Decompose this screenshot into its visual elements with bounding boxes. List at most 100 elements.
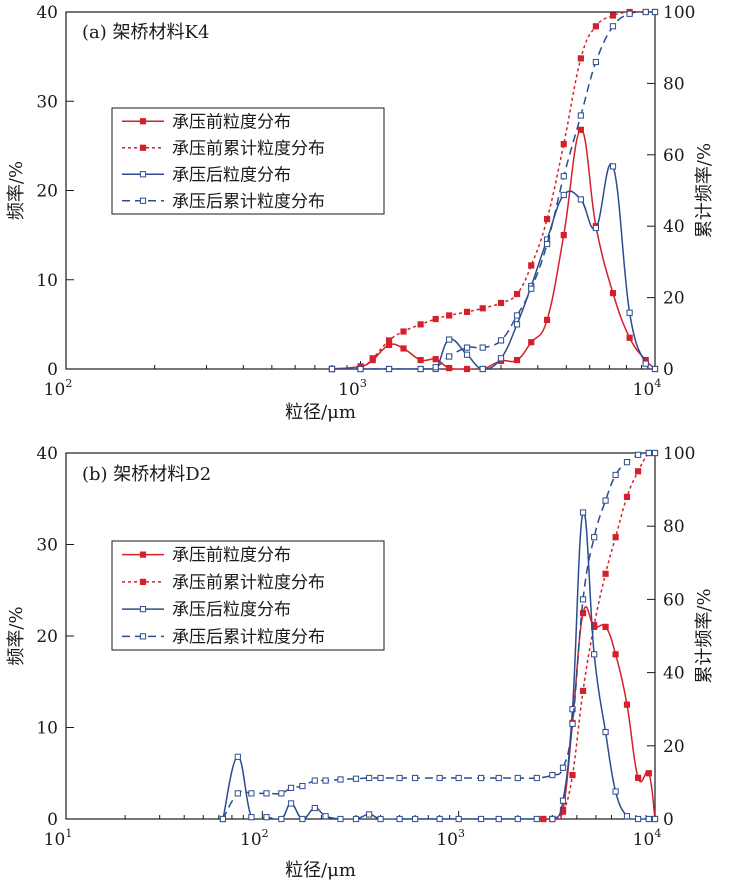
data-point <box>645 770 652 777</box>
y-right-tick-label: 100 <box>663 444 695 464</box>
data-point <box>651 815 659 823</box>
data-point <box>609 290 617 297</box>
series-3 <box>219 509 659 823</box>
data-point <box>299 782 306 790</box>
data-point <box>377 774 384 782</box>
data-point <box>559 797 567 804</box>
data-point <box>417 365 424 373</box>
legend-box <box>111 540 385 651</box>
data-point <box>278 815 285 823</box>
data-point <box>352 775 360 782</box>
data-point <box>432 315 439 323</box>
data-point <box>357 365 364 373</box>
data-point <box>479 365 486 373</box>
data-point <box>513 321 521 328</box>
data-point <box>569 720 576 727</box>
data-point <box>592 58 600 66</box>
data-point <box>337 776 344 783</box>
x-tick-exponent: 2 <box>65 377 72 390</box>
legend-label: 承压后粒度分布 <box>172 165 291 185</box>
data-point <box>602 497 609 504</box>
y-right-tick-label: 40 <box>663 217 685 237</box>
data-point <box>412 774 419 782</box>
data-point <box>591 651 598 658</box>
data-point <box>248 790 255 797</box>
x-tick-base: 10 <box>44 830 66 850</box>
data-point <box>513 290 521 298</box>
data-point <box>592 224 600 232</box>
legend-swatch-marker <box>139 144 147 151</box>
legend-label: 承压前粒度分布 <box>172 546 291 566</box>
y-axis-title-left: 频率/% <box>6 161 27 220</box>
x-axis-title: 粒径/μm <box>285 860 356 881</box>
data-point <box>533 774 540 782</box>
x-tick-base: 10 <box>633 380 655 400</box>
data-point <box>609 163 617 170</box>
data-point <box>463 308 471 315</box>
data-point <box>591 534 598 541</box>
data-point <box>533 815 540 823</box>
data-point <box>612 651 619 658</box>
data-point <box>497 355 505 362</box>
chart-panel-b: 101 102 103 104010203040020406080100粒径/μm频率… <box>6 444 715 881</box>
data-point <box>446 353 453 360</box>
data-point <box>528 339 535 346</box>
data-point <box>559 764 567 771</box>
data-point <box>623 493 631 501</box>
data-point <box>311 804 318 812</box>
legend-label: 承压前累计粒度分布 <box>172 573 325 593</box>
data-point <box>579 610 587 617</box>
data-point <box>602 570 609 577</box>
data-point <box>577 126 584 133</box>
x-tick-base: 10 <box>338 380 360 400</box>
panel-title: (a) 架桥材料K4 <box>82 22 209 43</box>
data-point <box>328 365 336 373</box>
data-point <box>299 815 306 823</box>
legend-swatch-marker <box>139 171 147 178</box>
y-left-tick-label: 20 <box>36 627 58 647</box>
data-point <box>446 365 453 372</box>
data-point <box>577 196 584 203</box>
x-axis-title: 粒径/μm <box>285 402 356 423</box>
data-point <box>497 299 505 307</box>
data-point <box>642 8 649 16</box>
legend-swatch-marker <box>139 606 147 613</box>
data-point <box>651 365 659 373</box>
legend-box <box>111 107 385 215</box>
x-tick-label: 103 <box>338 377 367 400</box>
data-point <box>651 449 659 457</box>
y-left-tick-label: 30 <box>36 536 58 556</box>
data-point <box>602 623 609 630</box>
data-point <box>612 788 619 795</box>
data-point <box>514 815 521 823</box>
data-point <box>477 815 485 823</box>
data-point <box>366 811 373 818</box>
data-point <box>432 356 439 363</box>
data-point <box>385 365 393 373</box>
legend-label: 承压后累计粒度分布 <box>172 192 325 212</box>
legend-label: 承压前累计粒度分布 <box>172 139 325 159</box>
data-point <box>592 23 600 30</box>
y-left-tick-label: 10 <box>36 719 58 739</box>
x-tick-label: 101 <box>44 827 73 850</box>
x-tick-base: 10 <box>44 380 66 400</box>
data-point <box>400 345 407 352</box>
x-tick-exponent: 3 <box>360 377 367 390</box>
y-right-tick-label: 40 <box>663 664 685 684</box>
data-point <box>417 356 424 364</box>
data-point <box>634 774 642 781</box>
data-point <box>577 55 584 62</box>
x-tick-exponent: 4 <box>654 827 661 840</box>
data-point <box>248 814 255 821</box>
y-axis-title-right: 累计频率/% <box>694 143 715 238</box>
legend-swatch-marker <box>139 633 147 640</box>
data-point <box>263 790 270 797</box>
legend-label: 承压前粒度分布 <box>172 112 291 132</box>
legend-swatch-marker <box>139 197 147 204</box>
data-point <box>463 351 471 358</box>
y-right-tick-label: 60 <box>663 146 685 166</box>
data-point <box>369 355 376 362</box>
data-point <box>432 364 439 371</box>
